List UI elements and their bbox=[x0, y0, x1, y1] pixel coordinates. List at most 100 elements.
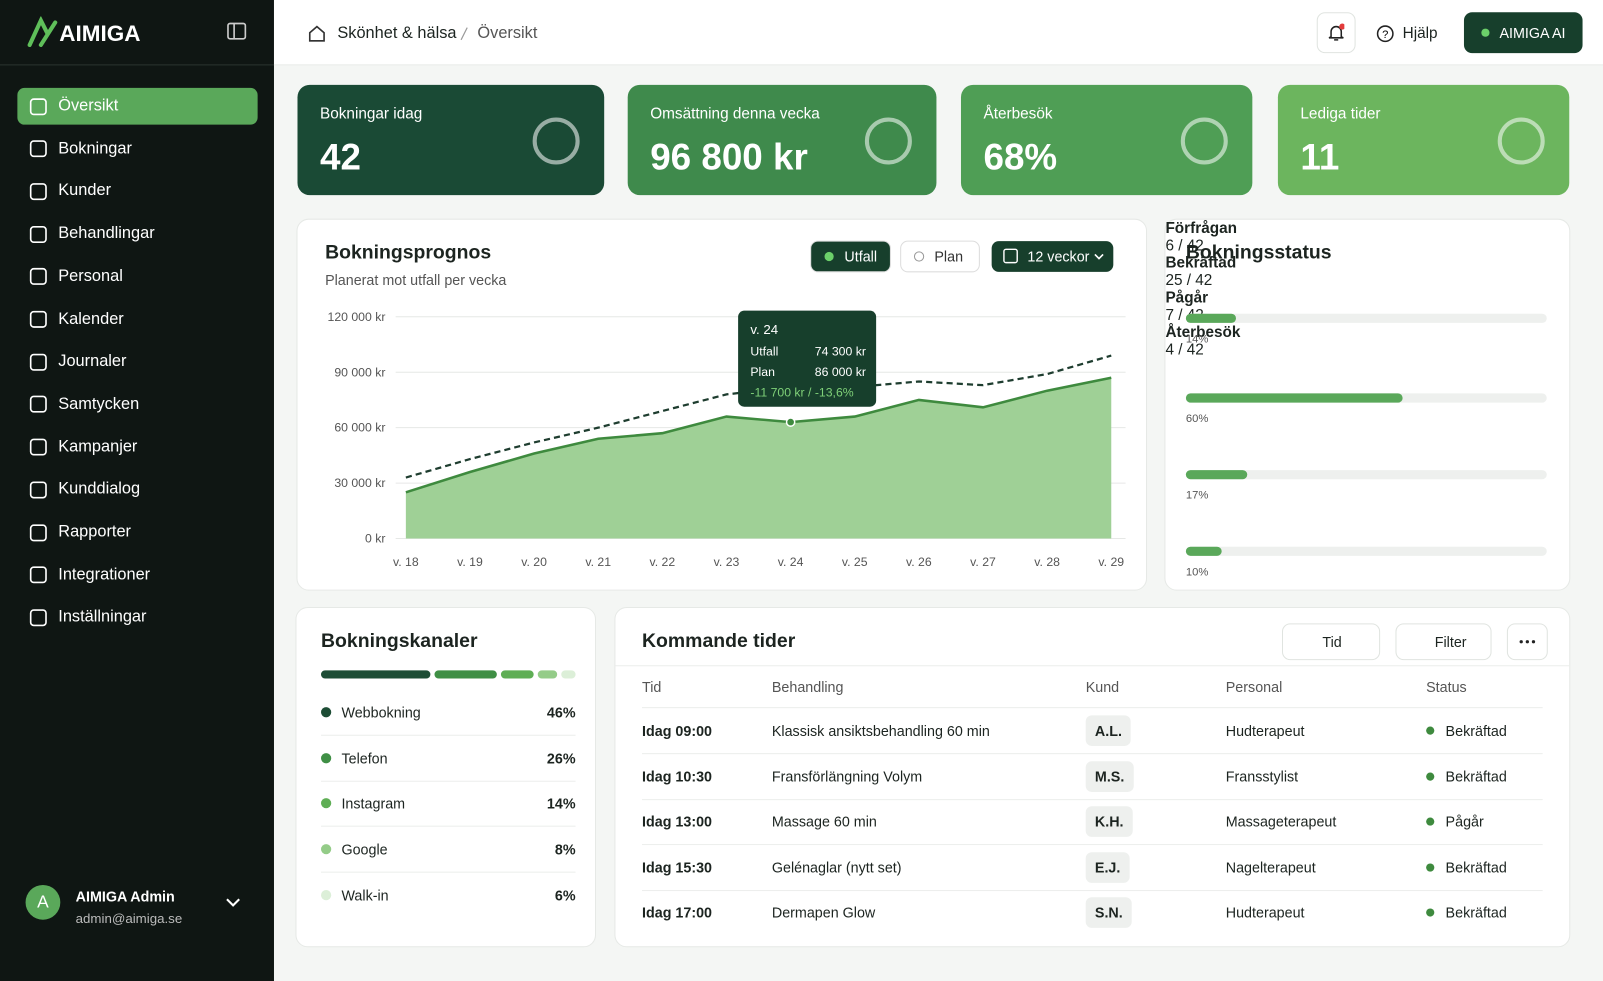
icon-shape bbox=[1497, 117, 1545, 165]
breadcrumb-separator bbox=[460, 27, 468, 41]
x-tick-label: v. 26 bbox=[906, 555, 932, 569]
nav-item[interactable]: Kunddialog bbox=[17, 471, 257, 508]
notifications-button[interactable] bbox=[1316, 12, 1356, 54]
nav-item[interactable]: Journaler bbox=[17, 344, 257, 381]
legend-swatch bbox=[824, 251, 834, 262]
nav-label: Integrationer bbox=[58, 565, 151, 584]
more-button[interactable] bbox=[1506, 623, 1548, 661]
status-text: Bekräftad bbox=[1445, 722, 1507, 739]
dot bbox=[1531, 640, 1536, 644]
home-icon bbox=[308, 25, 325, 42]
range-button[interactable] bbox=[991, 241, 1114, 272]
table-row[interactable]: Idag 09:00 Klassisk ansiktsbehandling 60 … bbox=[642, 708, 1543, 755]
table-row[interactable]: Idag 17:00 Dermapen Glow S.N. Hudterapeut Be… bbox=[642, 890, 1543, 935]
nav-item[interactable]: Översikt bbox=[17, 87, 258, 125]
table-cell: Hudterapeut bbox=[1226, 890, 1305, 935]
table-row[interactable]: Idag 15:30 Gelénaglar (nytt set) E.J. Nagel… bbox=[642, 845, 1543, 891]
divider bbox=[615, 665, 1570, 667]
x-tick-label: v. 24 bbox=[778, 555, 804, 569]
kpi-icon bbox=[864, 117, 912, 165]
nav-item[interactable]: Behandlingar bbox=[17, 216, 257, 253]
sort-button[interactable]: Tid bbox=[1281, 623, 1381, 661]
calendar-icon bbox=[1003, 248, 1018, 264]
legend-button[interactable] bbox=[810, 240, 891, 273]
nav-icon bbox=[29, 353, 47, 371]
legend-swatch bbox=[913, 251, 925, 262]
legend-button[interactable] bbox=[900, 240, 980, 273]
customer-badge: E.J. bbox=[1085, 851, 1130, 883]
user-menu[interactable] bbox=[225, 897, 241, 907]
status-text: Bekräftad bbox=[1445, 767, 1507, 785]
range-label: 12 veckor bbox=[1027, 250, 1089, 266]
table-cell: Fransförlängning Volym bbox=[772, 754, 922, 799]
nav-item[interactable]: Inställningar bbox=[17, 599, 257, 636]
channel-percent: 8% bbox=[554, 841, 576, 858]
cell-text: Klassisk ansiktsbehandling 60 min bbox=[771, 722, 990, 739]
help-icon: ? bbox=[1376, 25, 1394, 43]
nav-label: Översikt bbox=[58, 97, 119, 115]
icon-shape bbox=[29, 183, 47, 200]
x-tick-label: v. 25 bbox=[842, 555, 868, 569]
status-text: Bekräftad bbox=[1445, 858, 1507, 876]
kpi-icon bbox=[532, 117, 580, 165]
status-dot bbox=[1426, 817, 1435, 826]
cell-text: Idag 15:30 bbox=[642, 858, 713, 876]
nav-item[interactable]: Personal bbox=[17, 258, 257, 295]
channel-row: Walk-in 6% bbox=[321, 872, 576, 917]
nav-label: Journaler bbox=[58, 352, 127, 371]
icon-shape bbox=[29, 481, 47, 499]
dot bbox=[1525, 640, 1529, 644]
nav-label: Bokningar bbox=[58, 139, 132, 158]
table-cell: Bekräftad bbox=[1426, 845, 1507, 890]
x-tick-label: v. 19 bbox=[457, 555, 483, 569]
table-row[interactable]: Idag 10:30 Fransförlängning Volym M.S. Fran… bbox=[642, 754, 1543, 800]
filter-button[interactable]: Filter bbox=[1395, 623, 1492, 661]
cell-text: Fransförlängning Volym bbox=[771, 767, 923, 785]
table-row[interactable]: Idag 13:00 Massage 60 min K.H. Massageterap… bbox=[642, 799, 1543, 846]
nav-item[interactable]: Rapporter bbox=[17, 514, 257, 551]
nav-item[interactable]: Kunder bbox=[17, 173, 257, 210]
column-header: Personal bbox=[1225, 678, 1283, 695]
ai-button[interactable]: AIMIGA AI bbox=[1463, 12, 1583, 54]
cell-text: Massage 60 min bbox=[771, 813, 877, 830]
nav-item[interactable]: Samtycken bbox=[17, 386, 257, 423]
nav-item[interactable]: Kampanjer bbox=[17, 429, 257, 466]
table-cell: Pågår bbox=[1426, 799, 1484, 844]
channel-segment bbox=[500, 670, 535, 679]
status-percent: 17% bbox=[1185, 489, 1209, 502]
table-cell: Massage 60 min bbox=[772, 799, 877, 844]
nav-item[interactable]: Bokningar bbox=[17, 130, 257, 167]
nav-item[interactable]: Integrationer bbox=[17, 557, 257, 594]
card-title: Kommande tider bbox=[642, 630, 796, 652]
channel-percent: 46% bbox=[546, 704, 576, 721]
status-card: Bokningsstatus Förfrågan 6 / 42 14% Bekräfta… bbox=[1164, 218, 1571, 591]
nav-icon bbox=[29, 183, 47, 200]
customer-badge: K.H. bbox=[1085, 806, 1133, 837]
column-header: Status bbox=[1426, 678, 1467, 695]
channel-label: Walk-in bbox=[341, 886, 389, 904]
icon-shape bbox=[532, 117, 580, 165]
channel-percent: 14% bbox=[546, 795, 576, 812]
column-header: Tid bbox=[642, 678, 662, 695]
channel-row: Webbokning 46% bbox=[321, 690, 576, 736]
table-cell: Nagelterapeut bbox=[1226, 845, 1316, 890]
nav-item[interactable]: Kalender bbox=[17, 301, 257, 338]
nav-label: Personal bbox=[58, 267, 123, 285]
table-cell: Idag 13:00 bbox=[642, 799, 712, 844]
nav-icon bbox=[29, 97, 47, 115]
cell-text: Hudterapeut bbox=[1225, 722, 1305, 739]
nav-icon bbox=[29, 140, 47, 158]
nav-icon bbox=[29, 438, 47, 456]
kpi-card: Lediga tider 11 bbox=[1277, 84, 1570, 196]
kpi-card: Återbesök 68% bbox=[960, 84, 1253, 196]
y-tick-label: 90 000 kr bbox=[334, 365, 385, 379]
cell-text: Dermapen Glow bbox=[771, 904, 876, 921]
nav-icon bbox=[29, 523, 47, 541]
table-cell: Gelénaglar (nytt set) bbox=[772, 845, 902, 890]
table-header: Tid Behandling Kund Personal Status bbox=[642, 666, 1543, 709]
nav-label: Rapporter bbox=[58, 523, 132, 541]
breadcrumb-item[interactable]: Skönhet & hälsa bbox=[337, 24, 457, 42]
icon-shape bbox=[29, 523, 47, 541]
help-link[interactable]: Hjälp bbox=[1402, 24, 1438, 42]
collapse-button[interactable] bbox=[227, 22, 247, 40]
